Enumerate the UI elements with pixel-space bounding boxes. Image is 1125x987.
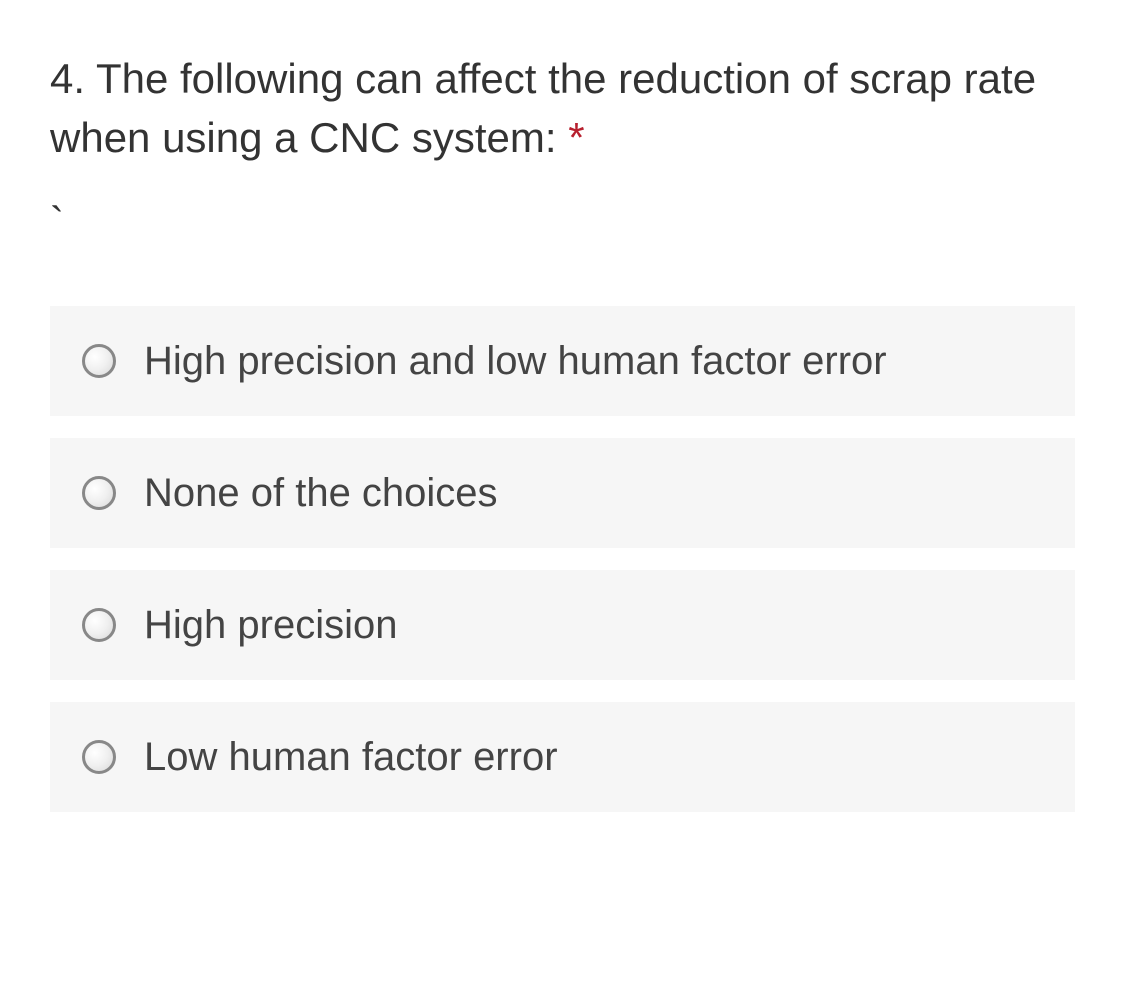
option-label: None of the choices [144,466,498,520]
option-2[interactable]: None of the choices [50,438,1075,548]
option-1[interactable]: High precision and low human factor erro… [50,306,1075,416]
required-asterisk: * [568,114,584,161]
option-label: High precision and low human factor erro… [144,334,887,388]
question-container: 4. The following can affect the reductio… [50,50,1075,812]
stray-mark: ` [50,198,1075,246]
radio-icon[interactable] [82,740,116,774]
option-label: High precision [144,598,397,652]
question-number: 4. [50,55,85,102]
option-4[interactable]: Low human factor error [50,702,1075,812]
question-body: The following can affect the reduction o… [50,55,1036,161]
options-list: High precision and low human factor erro… [50,306,1075,812]
option-label: Low human factor error [144,730,558,784]
radio-icon[interactable] [82,476,116,510]
radio-icon[interactable] [82,608,116,642]
option-3[interactable]: High precision [50,570,1075,680]
radio-icon[interactable] [82,344,116,378]
question-text: 4. The following can affect the reductio… [50,50,1075,168]
